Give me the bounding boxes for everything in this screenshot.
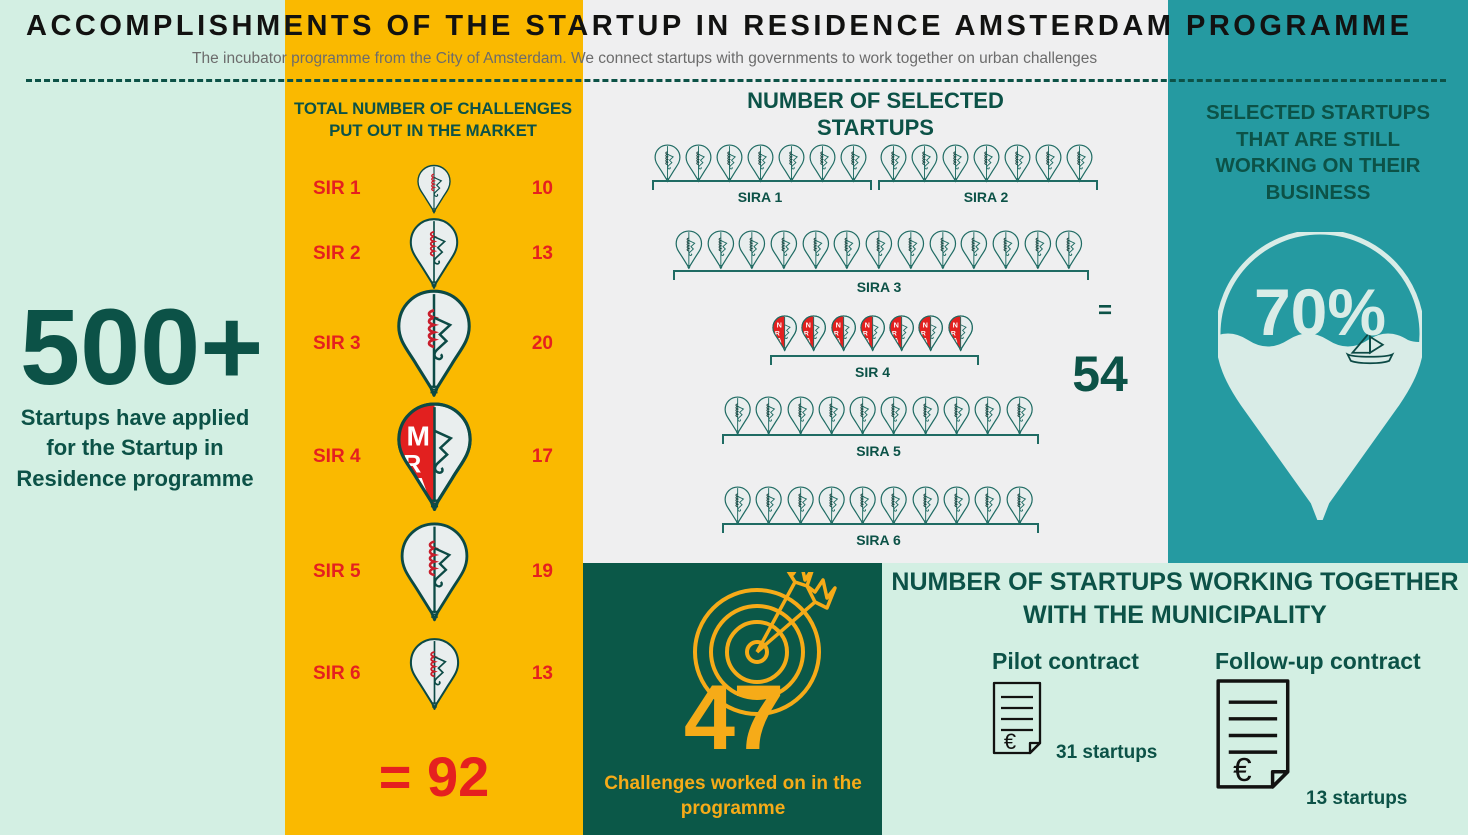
svg-text:70%: 70% [1254,275,1386,349]
